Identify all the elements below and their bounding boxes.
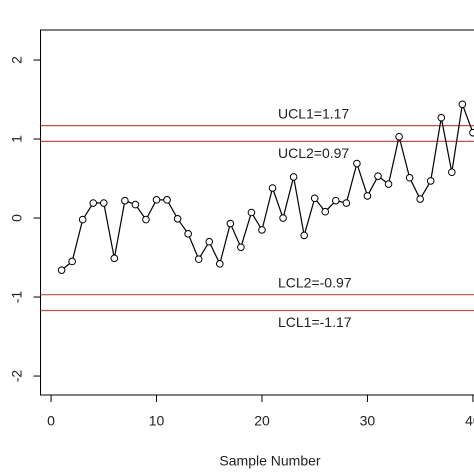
point (99, 199, 108, 207)
point (57, 266, 66, 274)
point (194, 255, 203, 263)
point (226, 219, 235, 228)
point (215, 260, 224, 268)
point (374, 172, 382, 180)
y-tick-label: 1 (9, 135, 25, 143)
point (247, 208, 256, 217)
point (469, 128, 474, 137)
x-tick-label: 10 (149, 413, 165, 429)
point (173, 215, 182, 223)
plot-frame (40, 29, 474, 396)
point (289, 173, 298, 181)
control-label: LCL2=-0.97 (278, 274, 352, 290)
y-tick-label: -2 (9, 370, 25, 383)
point (458, 100, 467, 109)
point (78, 215, 87, 224)
point (395, 132, 403, 141)
point (205, 237, 214, 246)
x-tick-label: 20 (254, 413, 270, 429)
x-axis-label: Sample Number (219, 453, 320, 469)
point (426, 177, 435, 185)
control-label: UCL2=0.97 (278, 145, 349, 161)
point (332, 196, 340, 205)
x-tick-label: 30 (360, 413, 376, 429)
x-tick-label: 40 (465, 413, 474, 429)
y-tick-label: -1 (9, 291, 25, 304)
point (142, 215, 150, 224)
point (184, 230, 192, 238)
point (310, 194, 319, 203)
point (89, 199, 98, 207)
point (268, 184, 277, 192)
point (131, 200, 140, 209)
series-line (61, 101, 474, 271)
point (342, 199, 351, 207)
y-tick-label: 2 (9, 56, 25, 64)
point (121, 196, 129, 205)
point (163, 196, 171, 204)
point (353, 159, 361, 168)
point (437, 113, 446, 122)
y-tick-label: 0 (9, 214, 25, 222)
point (279, 214, 287, 222)
point (384, 180, 393, 188)
control-label: LCL1=-1.17 (278, 314, 352, 330)
point (300, 231, 308, 240)
point (448, 168, 456, 177)
point (363, 192, 372, 200)
point (405, 173, 414, 182)
point (110, 254, 119, 263)
point (68, 257, 76, 266)
point (416, 195, 424, 203)
control-label: UCL1=1.17 (278, 105, 349, 121)
point (152, 196, 161, 204)
point (321, 207, 330, 216)
point (237, 243, 245, 252)
x-tick-label: 0 (47, 413, 55, 429)
point (258, 226, 266, 234)
